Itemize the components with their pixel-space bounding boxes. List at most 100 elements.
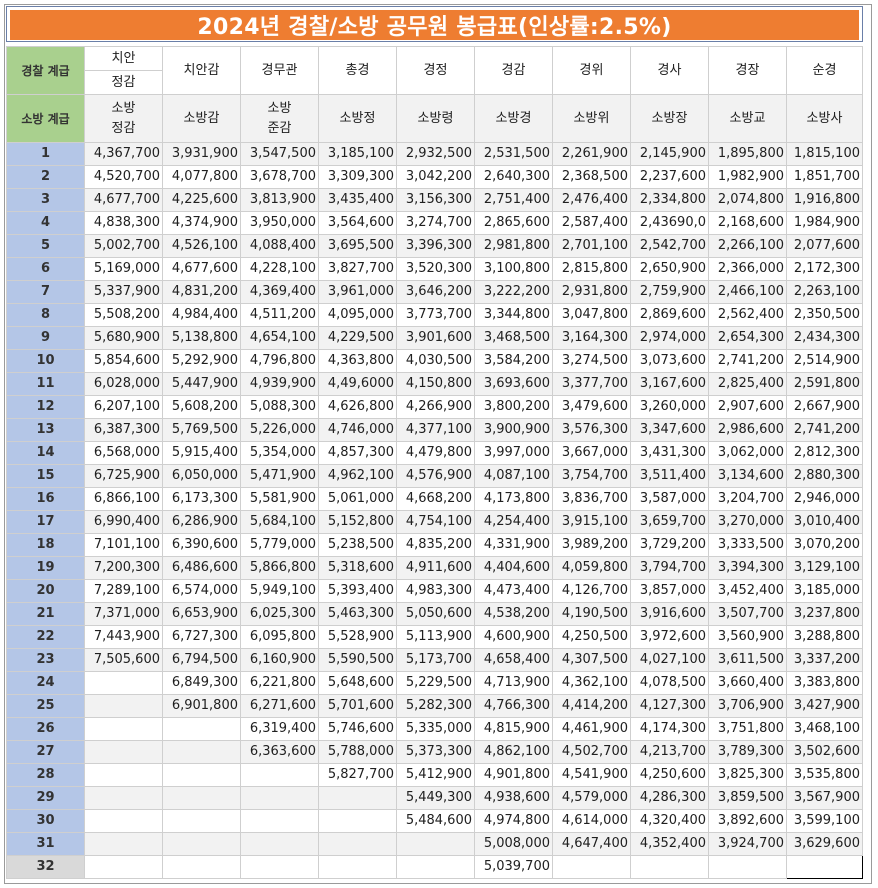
salary-cell[interactable] [84, 855, 163, 879]
salary-cell[interactable]: 2,263,100 [786, 280, 863, 304]
salary-cell[interactable]: 4,150,800 [396, 372, 475, 396]
salary-cell[interactable]: 2,815,800 [552, 257, 631, 281]
grade-number[interactable]: 24 [6, 671, 85, 695]
salary-cell[interactable]: 5,229,500 [396, 671, 475, 695]
salary-cell[interactable]: 3,587,000 [630, 487, 709, 511]
salary-cell[interactable]: 6,025,300 [240, 602, 319, 626]
salary-cell[interactable]: 3,611,500 [708, 648, 787, 672]
salary-cell[interactable]: 2,434,300 [786, 326, 863, 350]
salary-cell[interactable]: 1,916,800 [786, 188, 863, 212]
salary-cell[interactable] [84, 809, 163, 833]
salary-cell[interactable] [84, 694, 163, 718]
salary-cell[interactable] [240, 832, 319, 856]
grade-number[interactable]: 16 [6, 487, 85, 511]
salary-cell[interactable]: 3,892,600 [708, 809, 787, 833]
salary-cell[interactable]: 4,473,400 [474, 579, 553, 603]
grade-number[interactable]: 29 [6, 786, 85, 810]
salary-cell[interactable] [240, 855, 319, 879]
salary-cell[interactable]: 4,479,800 [396, 441, 475, 465]
salary-cell[interactable]: 3,950,000 [240, 211, 319, 235]
salary-cell[interactable]: 3,729,200 [630, 533, 709, 557]
salary-cell[interactable]: 3,678,700 [240, 165, 319, 189]
police-rank-6[interactable]: 경감 [474, 46, 553, 95]
salary-cell[interactable]: 6,725,900 [84, 464, 163, 488]
police-rank-10[interactable]: 순경 [786, 46, 863, 95]
salary-cell[interactable]: 2,074,800 [708, 188, 787, 212]
grade-number[interactable]: 22 [6, 625, 85, 649]
salary-cell[interactable]: 3,520,300 [396, 257, 475, 281]
salary-cell[interactable]: 4,538,200 [474, 602, 553, 626]
salary-cell[interactable]: 5,393,400 [318, 579, 397, 603]
salary-cell[interactable]: 6,653,900 [162, 602, 241, 626]
salary-cell[interactable]: 4,374,900 [162, 211, 241, 235]
salary-cell[interactable]: 3,185,000 [786, 579, 863, 603]
salary-cell[interactable]: 2,865,600 [474, 211, 553, 235]
salary-cell[interactable]: 5,447,900 [162, 372, 241, 396]
grade-number[interactable]: 13 [6, 418, 85, 442]
salary-cell[interactable]: 6,050,000 [162, 464, 241, 488]
salary-cell[interactable]: 5,684,100 [240, 510, 319, 534]
salary-cell[interactable]: 3,468,100 [786, 717, 863, 741]
salary-cell[interactable]: 3,825,300 [708, 763, 787, 787]
grade-number[interactable]: 11 [6, 372, 85, 396]
salary-cell[interactable]: 3,204,700 [708, 487, 787, 511]
salary-cell[interactable]: 4,838,300 [84, 211, 163, 235]
salary-cell[interactable]: 1,851,700 [786, 165, 863, 189]
salary-cell[interactable]: 3,547,500 [240, 142, 319, 166]
salary-cell[interactable]: 5,680,900 [84, 326, 163, 350]
salary-cell[interactable]: 3,383,800 [786, 671, 863, 695]
salary-cell[interactable]: 4,626,800 [318, 395, 397, 419]
salary-cell[interactable]: 5,827,700 [318, 763, 397, 787]
salary-cell[interactable] [708, 855, 787, 879]
salary-cell[interactable]: 3,599,100 [786, 809, 863, 833]
salary-cell[interactable]: 6,574,000 [162, 579, 241, 603]
salary-cell[interactable]: 4,088,400 [240, 234, 319, 258]
salary-cell[interactable]: 3,961,000 [318, 280, 397, 304]
salary-cell[interactable]: 4,254,400 [474, 510, 553, 534]
grade-number[interactable]: 3 [6, 188, 85, 212]
grade-number[interactable]: 31 [6, 832, 85, 856]
salary-cell[interactable]: 5,581,900 [240, 487, 319, 511]
salary-cell[interactable]: 5,528,900 [318, 625, 397, 649]
salary-cell[interactable]: 3,431,300 [630, 441, 709, 465]
salary-cell[interactable]: 3,073,600 [630, 349, 709, 373]
salary-cell[interactable]: 5,788,000 [318, 740, 397, 764]
salary-cell[interactable] [162, 855, 241, 879]
salary-cell[interactable] [318, 786, 397, 810]
salary-cell[interactable]: 3,813,900 [240, 188, 319, 212]
salary-cell[interactable]: 4,320,400 [630, 809, 709, 833]
salary-cell[interactable]: 6,173,300 [162, 487, 241, 511]
salary-cell[interactable]: 3,337,200 [786, 648, 863, 672]
salary-cell[interactable]: 2,476,400 [552, 188, 631, 212]
grade-number[interactable]: 28 [6, 763, 85, 787]
salary-cell[interactable]: 6,794,500 [162, 648, 241, 672]
salary-cell[interactable]: 4,835,200 [396, 533, 475, 557]
salary-cell[interactable]: 6,387,300 [84, 418, 163, 442]
grade-number[interactable]: 1 [6, 142, 85, 166]
salary-cell[interactable]: 5,113,900 [396, 625, 475, 649]
salary-cell[interactable]: 4,983,300 [396, 579, 475, 603]
salary-cell[interactable]: 3,567,900 [786, 786, 863, 810]
salary-cell[interactable] [630, 855, 709, 879]
salary-cell[interactable]: 3,394,300 [708, 556, 787, 580]
grade-number[interactable]: 14 [6, 441, 85, 465]
salary-cell[interactable]: 2,931,800 [552, 280, 631, 304]
grade-number[interactable]: 4 [6, 211, 85, 235]
salary-cell[interactable]: 3,695,500 [318, 234, 397, 258]
salary-cell[interactable]: 4,579,000 [552, 786, 631, 810]
salary-cell[interactable]: 3,511,400 [630, 464, 709, 488]
salary-cell[interactable]: 4,404,600 [474, 556, 553, 580]
salary-cell[interactable] [84, 740, 163, 764]
salary-cell[interactable]: 4,095,000 [318, 303, 397, 327]
salary-cell[interactable]: 3,989,200 [552, 533, 631, 557]
salary-cell[interactable]: 2,531,500 [474, 142, 553, 166]
salary-cell[interactable]: 2,077,600 [786, 234, 863, 258]
salary-cell[interactable]: 4,746,000 [318, 418, 397, 442]
salary-cell[interactable]: 4,228,100 [240, 257, 319, 281]
title-cell[interactable]: 2024년 경찰/소방 공무원 봉급표(인상률:2.5%) [6, 6, 863, 42]
grade-number[interactable]: 5 [6, 234, 85, 258]
salary-cell[interactable]: 4,576,900 [396, 464, 475, 488]
salary-cell[interactable]: 6,866,100 [84, 487, 163, 511]
salary-cell[interactable]: 3,836,700 [552, 487, 631, 511]
grade-number[interactable]: 2 [6, 165, 85, 189]
